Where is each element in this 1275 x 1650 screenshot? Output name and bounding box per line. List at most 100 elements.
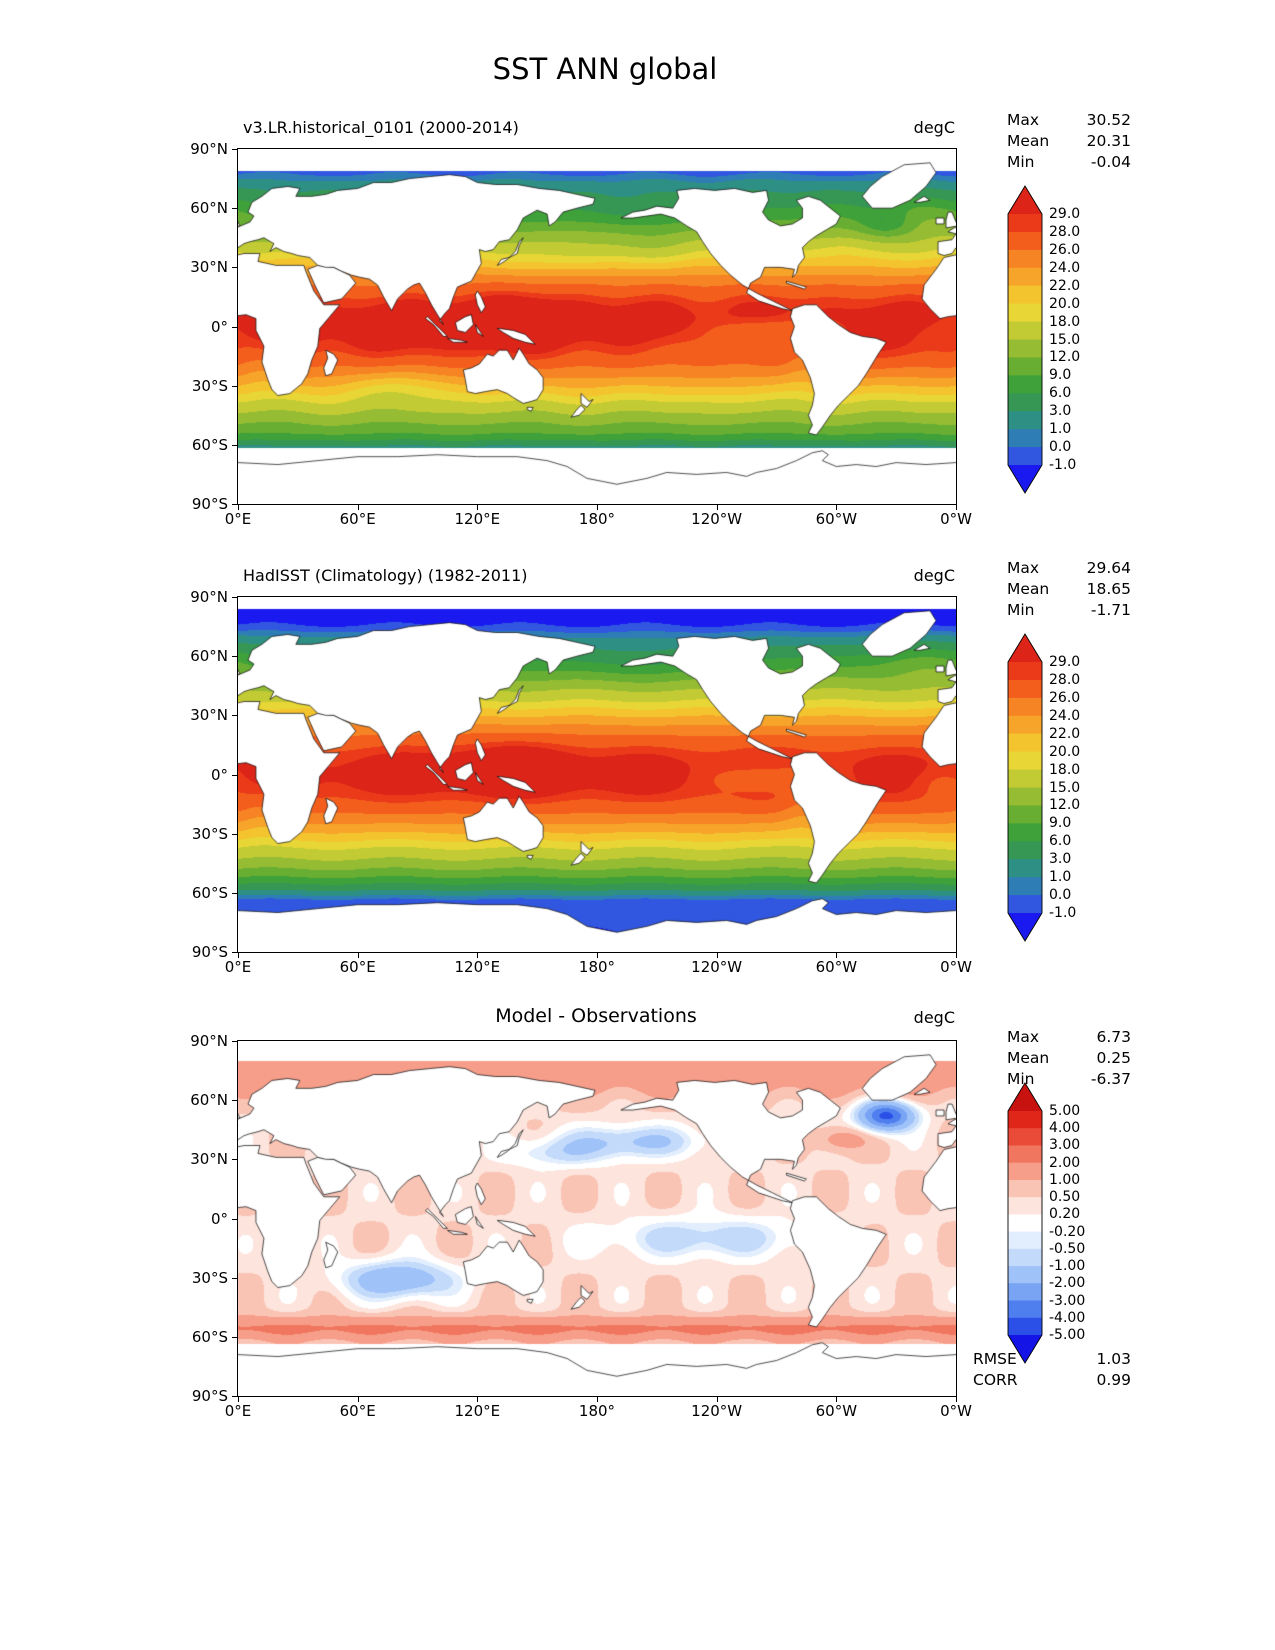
y-tick: [232, 892, 237, 894]
x-tick: [477, 505, 479, 510]
x-tick: [956, 1397, 957, 1402]
colorbar-tick-label: -0.50: [1049, 1240, 1086, 1257]
stat-row: Min -6.37: [1007, 1069, 1131, 1090]
x-axis-label: 180°: [578, 958, 616, 976]
stat-row: Max 29.64: [1007, 558, 1131, 579]
stat-row: Min -0.04: [1007, 152, 1131, 173]
stat-row: RMSE 1.03: [973, 1349, 1131, 1370]
colorbar-tick-label: -1.0: [1049, 457, 1077, 474]
x-axis-label: 60°E: [339, 958, 376, 976]
y-tick: [232, 597, 237, 598]
colorbar-tick-label: 1.0: [1049, 421, 1072, 438]
colorbar-tick-label: 20.0: [1049, 743, 1081, 760]
x-axis-label: 120°E: [454, 958, 501, 976]
x-axis-label: 120°W: [691, 1402, 743, 1420]
panel-diff-title: Model - Observations: [495, 1005, 697, 1027]
x-tick: [238, 505, 239, 510]
y-tick: [232, 1041, 237, 1042]
x-axis-label: 60°E: [339, 1402, 376, 1420]
colorbar-tick-label: 1.00: [1049, 1171, 1081, 1188]
colorbar-tick-label: 6.0: [1049, 833, 1072, 850]
x-axis-label: 120°W: [691, 958, 743, 976]
colorbar-tick-label: 2.00: [1049, 1154, 1081, 1171]
y-axis-label: 90°N: [190, 588, 228, 606]
stat-label-mean: Mean: [1007, 1049, 1050, 1067]
y-tick: [232, 1396, 237, 1397]
stat-label-corr: CORR: [973, 1371, 1018, 1389]
x-tick: [836, 505, 838, 510]
stats-block-model: Max 30.52 Mean 20.31 Min -0.04: [1007, 110, 1131, 173]
y-tick: [232, 1336, 237, 1338]
colorbar-tick-label: 18.0: [1049, 313, 1081, 330]
stat-row: Mean 0.25: [1007, 1048, 1131, 1069]
stat-row: Max 6.73: [1007, 1027, 1131, 1048]
x-tick: [238, 953, 239, 958]
colorbar-tick-label: 0.0: [1049, 439, 1072, 456]
stat-label-mean: Mean: [1007, 580, 1050, 598]
y-axis-label: 0°: [210, 317, 228, 336]
y-tick: [232, 504, 237, 505]
colorbar-tick-label: 20.0: [1049, 295, 1081, 312]
stat-label-max: Max: [1007, 1028, 1040, 1046]
y-axis-label: 60°N: [190, 1091, 228, 1110]
colorbar-tick-label: 29.0: [1049, 206, 1081, 222]
colorbar-tick-label: -2.00: [1049, 1275, 1086, 1292]
y-axis-label: 30°N: [190, 706, 228, 725]
y-tick: [232, 149, 237, 150]
stat-row: Max 30.52: [1007, 110, 1131, 131]
colorbar-tick-label: 29.0: [1049, 654, 1081, 670]
stat-value-rmse: 1.03: [1096, 1350, 1131, 1368]
x-axis-label: 0°E: [224, 958, 252, 976]
colorbar-gradient: [1007, 1082, 1043, 1364]
stat-label-max: Max: [1007, 559, 1040, 577]
colorbar-tick-label: 26.0: [1049, 241, 1081, 258]
x-tick: [836, 1397, 838, 1402]
colorbar-tick-label: 26.0: [1049, 689, 1081, 706]
x-tick: [597, 505, 598, 510]
stat-value-min: -6.37: [1090, 1070, 1131, 1088]
y-axis-label: 60°S: [191, 1327, 228, 1346]
colorbar-gradient: [1007, 185, 1043, 494]
y-axis-label: 60°N: [190, 647, 228, 666]
x-axis-label: 60°E: [339, 510, 376, 528]
stat-value-mean: 20.31: [1086, 132, 1131, 150]
y-tick: [232, 715, 237, 717]
x-tick: [597, 1397, 598, 1402]
colorbar-tick-label: 18.0: [1049, 761, 1081, 778]
x-axis-label: 0°W: [940, 510, 972, 528]
colorbar-tick-label: -1.00: [1049, 1258, 1086, 1275]
colorbar-tick-label: 3.00: [1049, 1137, 1081, 1154]
y-tick: [232, 1218, 237, 1220]
colorbar-tick-label: 24.0: [1049, 707, 1081, 724]
stat-value-max: 30.52: [1086, 111, 1131, 129]
y-tick: [232, 833, 237, 835]
y-tick: [232, 1159, 237, 1161]
figure-title: SST ANN global: [492, 52, 718, 86]
colorbar-tick-label: 22.0: [1049, 725, 1081, 742]
panel-obs-units: degC: [913, 566, 955, 585]
stats-block-diff: Max 6.73 Mean 0.25 Min -6.37: [1007, 1027, 1131, 1090]
y-axis-label: 30°S: [191, 824, 228, 843]
colorbar-tick-label: 0.20: [1049, 1206, 1081, 1223]
x-tick: [357, 505, 359, 510]
x-tick: [357, 953, 359, 958]
colorbar-tick-label: 4.00: [1049, 1120, 1081, 1137]
y-tick: [232, 656, 237, 658]
colorbar-tick-label: 28.0: [1049, 671, 1081, 688]
panel-model-units: degC: [913, 118, 955, 137]
x-axis-label: 0°W: [940, 958, 972, 976]
x-tick: [716, 505, 718, 510]
colorbar-tick-label: 6.0: [1049, 385, 1072, 402]
y-axis-label: 0°: [210, 1209, 228, 1228]
colorbar-tick-label: 12.0: [1049, 797, 1081, 814]
colorbar-gradient: [1007, 633, 1043, 942]
colorbar-tick-label: 9.0: [1049, 815, 1072, 832]
stat-label-max: Max: [1007, 111, 1040, 129]
x-tick: [956, 953, 957, 958]
y-tick: [232, 208, 237, 210]
panel-obs-title: HadISST (Climatology) (1982-2011): [243, 566, 528, 585]
colorbar-tick-label: 1.0: [1049, 869, 1072, 886]
x-axis-label: 180°: [578, 1402, 616, 1420]
x-axis-label: 120°W: [691, 510, 743, 528]
